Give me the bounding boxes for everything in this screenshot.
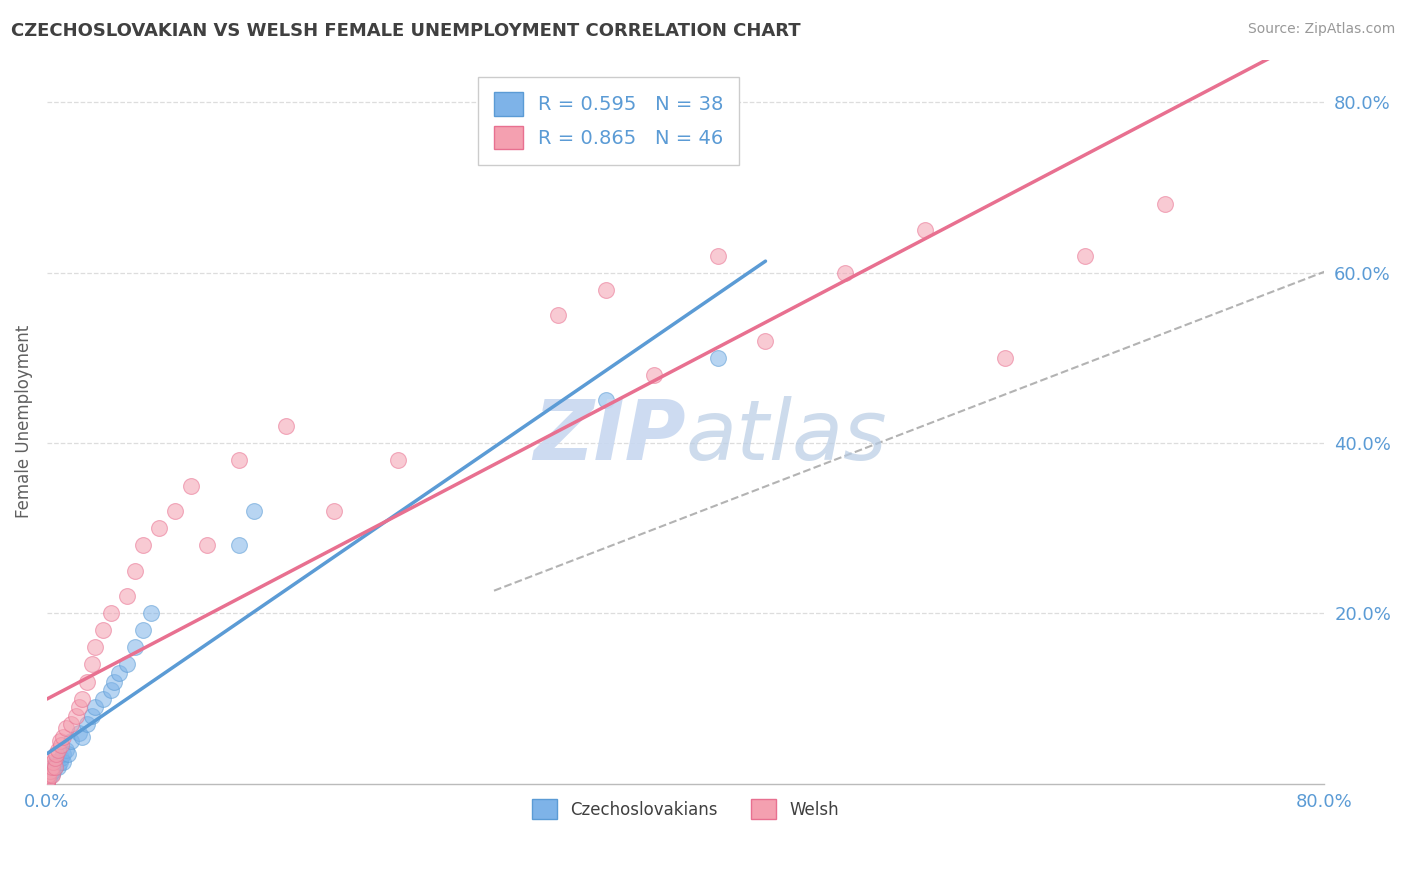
Point xyxy=(55,742,77,756)
Point xyxy=(115,590,138,604)
Point xyxy=(45,747,67,761)
Point xyxy=(124,640,146,655)
Point xyxy=(100,683,122,698)
Point xyxy=(1074,248,1097,262)
Point xyxy=(39,768,62,782)
Point xyxy=(39,764,62,778)
Point xyxy=(37,772,59,787)
Point xyxy=(42,761,65,775)
Point xyxy=(67,700,90,714)
Point xyxy=(706,248,728,262)
Point xyxy=(55,722,77,736)
Point xyxy=(80,708,103,723)
Point xyxy=(91,624,114,638)
Point xyxy=(41,768,63,782)
Point xyxy=(76,717,98,731)
Point xyxy=(131,624,153,638)
Point xyxy=(754,334,776,348)
Point xyxy=(70,730,93,744)
Text: atlas: atlas xyxy=(686,396,887,476)
Point xyxy=(163,504,186,518)
Point xyxy=(70,691,93,706)
Point xyxy=(180,478,202,492)
Point xyxy=(115,657,138,672)
Point xyxy=(91,691,114,706)
Point xyxy=(37,770,59,784)
Point xyxy=(52,730,75,744)
Point xyxy=(46,760,69,774)
Point xyxy=(103,674,125,689)
Point xyxy=(228,453,250,467)
Point xyxy=(124,564,146,578)
Point xyxy=(42,756,65,770)
Point xyxy=(37,768,59,782)
Point xyxy=(44,760,66,774)
Point xyxy=(83,700,105,714)
Point xyxy=(41,760,63,774)
Point xyxy=(48,756,70,770)
Point xyxy=(83,640,105,655)
Point xyxy=(42,764,65,778)
Point xyxy=(1153,197,1175,211)
Point xyxy=(48,734,70,748)
Point xyxy=(41,764,63,778)
Point xyxy=(547,308,569,322)
Point xyxy=(44,760,66,774)
Point xyxy=(35,777,58,791)
Point xyxy=(65,708,87,723)
Point xyxy=(834,266,856,280)
Point xyxy=(59,734,82,748)
Point xyxy=(44,751,66,765)
Point xyxy=(46,742,69,756)
Text: Source: ZipAtlas.com: Source: ZipAtlas.com xyxy=(1247,22,1395,37)
Point xyxy=(643,368,665,382)
Point xyxy=(148,521,170,535)
Point xyxy=(595,283,617,297)
Text: CZECHOSLOVAKIAN VS WELSH FEMALE UNEMPLOYMENT CORRELATION CHART: CZECHOSLOVAKIAN VS WELSH FEMALE UNEMPLOY… xyxy=(11,22,801,40)
Point xyxy=(51,739,73,753)
Point xyxy=(35,777,58,791)
Point xyxy=(595,393,617,408)
Point xyxy=(41,766,63,780)
Text: ZIP: ZIP xyxy=(533,396,686,476)
Point xyxy=(45,756,67,770)
Point xyxy=(195,538,218,552)
Point xyxy=(39,768,62,782)
Point xyxy=(139,607,162,621)
Point xyxy=(35,777,58,791)
Point xyxy=(323,504,346,518)
Point xyxy=(67,725,90,739)
Point xyxy=(52,747,75,761)
Point xyxy=(59,717,82,731)
Point xyxy=(76,674,98,689)
Legend: Czechoslovakians, Welsh: Czechoslovakians, Welsh xyxy=(526,792,846,826)
Point xyxy=(243,504,266,518)
Point xyxy=(35,777,58,791)
Point xyxy=(706,351,728,365)
Point xyxy=(107,665,129,680)
Point xyxy=(914,223,936,237)
Point xyxy=(994,351,1017,365)
Point xyxy=(100,607,122,621)
Point xyxy=(228,538,250,552)
Point xyxy=(56,747,79,761)
Point xyxy=(80,657,103,672)
Point xyxy=(131,538,153,552)
Point xyxy=(37,772,59,787)
Point xyxy=(44,758,66,772)
Y-axis label: Female Unemployment: Female Unemployment xyxy=(15,325,32,518)
Point xyxy=(52,756,75,770)
Point xyxy=(387,453,409,467)
Point xyxy=(276,418,298,433)
Point xyxy=(51,751,73,765)
